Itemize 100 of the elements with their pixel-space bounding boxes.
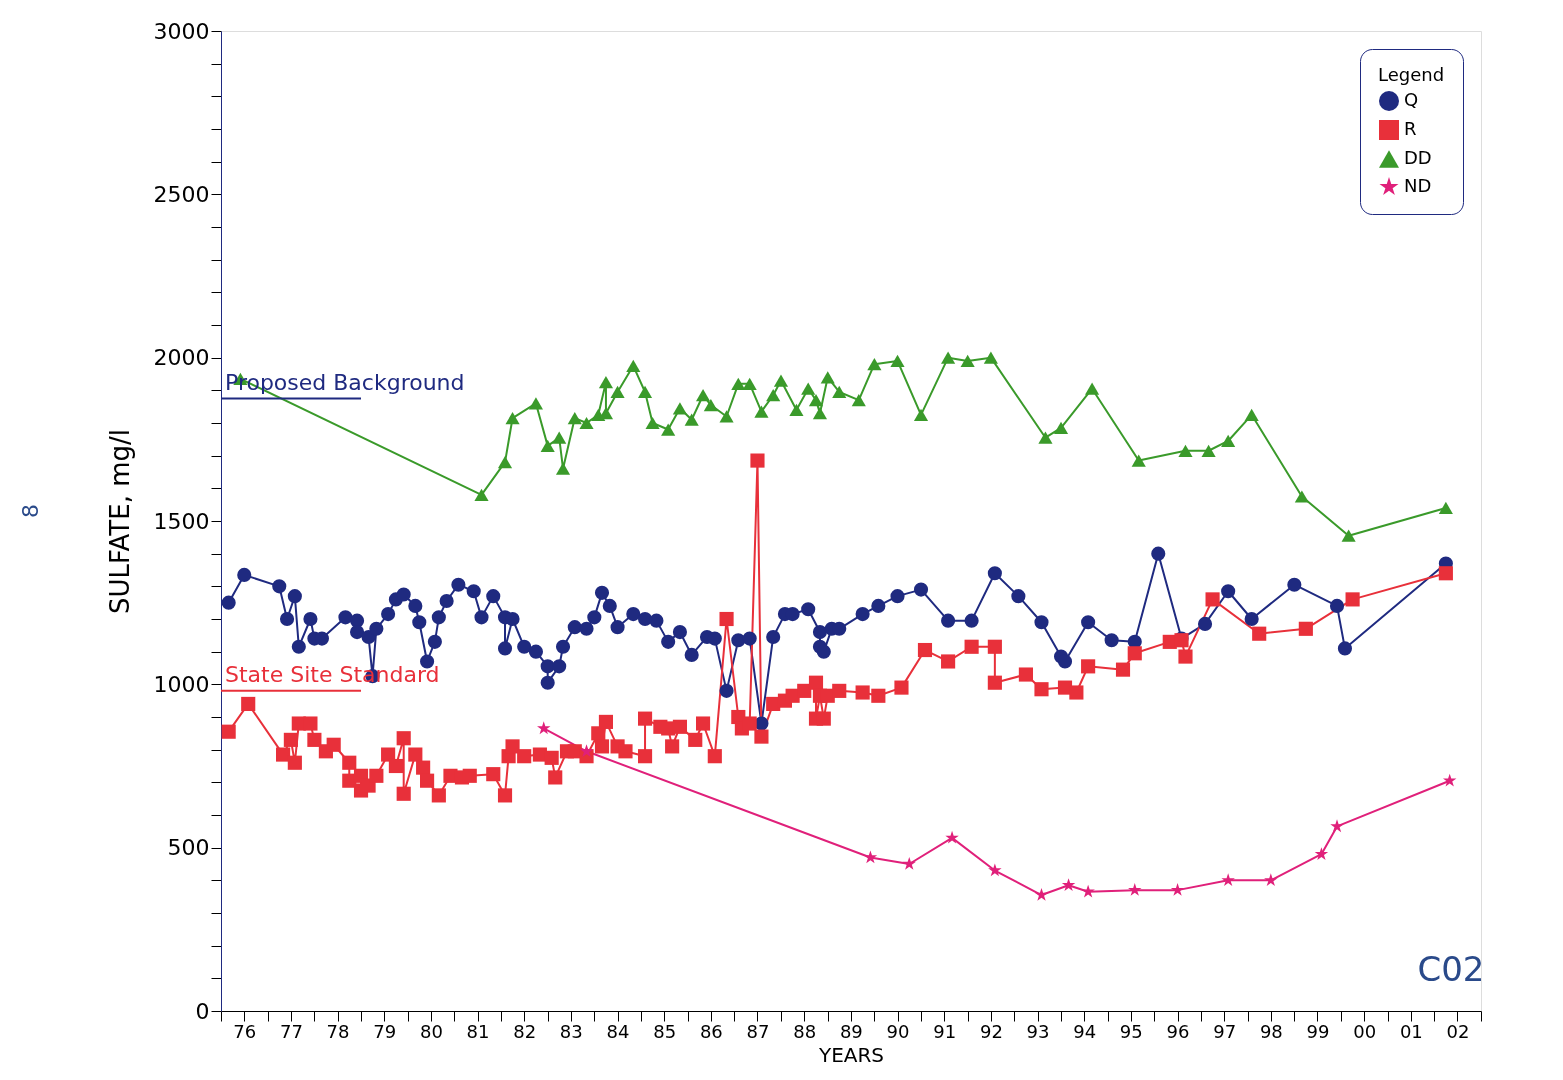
x-tick-label: 99 — [1306, 1020, 1330, 1042]
point — [1221, 873, 1235, 887]
point — [832, 385, 847, 399]
point — [540, 439, 555, 452]
point — [1131, 454, 1146, 467]
point — [773, 374, 789, 387]
point — [812, 407, 828, 420]
point — [1294, 490, 1309, 503]
point — [579, 416, 594, 430]
x-tick-label: 84 — [606, 1020, 630, 1042]
x-tick-label: 94 — [1073, 1020, 1097, 1042]
legend-label: ND — [1404, 175, 1432, 196]
point — [505, 411, 520, 425]
annotation: C02 — [1417, 949, 1485, 989]
point — [1085, 382, 1100, 395]
point — [1341, 529, 1356, 542]
point — [555, 462, 571, 475]
x-tick-label: 82 — [513, 1020, 537, 1042]
point — [1128, 883, 1142, 896]
x-tick-label: 92 — [979, 1020, 1003, 1042]
x-tick-label: 97 — [1213, 1020, 1237, 1042]
point — [1053, 421, 1069, 435]
point — [731, 377, 746, 390]
x-tick-label: 89 — [839, 1020, 863, 1042]
x-tick-label: 77 — [279, 1020, 303, 1042]
point — [552, 431, 567, 444]
point — [1264, 873, 1278, 887]
point — [941, 351, 956, 364]
point — [579, 744, 594, 758]
x-tick-label: 91 — [933, 1020, 957, 1042]
point — [801, 382, 816, 395]
point — [528, 397, 544, 410]
legend-label: R — [1404, 118, 1417, 139]
x-tick-label: 95 — [1119, 1020, 1143, 1042]
point — [983, 351, 998, 364]
x-tick-label: 96 — [1166, 1020, 1190, 1042]
point — [1330, 819, 1344, 833]
y-axis-title: SULFATE, mg/l — [104, 428, 135, 615]
x-tick-label: 01 — [1399, 1020, 1423, 1042]
point — [626, 359, 641, 372]
y-tick-label: 2500 — [153, 181, 210, 207]
x-tick-label: 86 — [699, 1020, 723, 1042]
point — [863, 850, 878, 864]
point — [851, 394, 866, 407]
legend-label: DD — [1404, 147, 1432, 168]
y-tick-label: 0 — [195, 998, 210, 1024]
y-tick-label: 500 — [167, 835, 210, 861]
x-tick-label: 00 — [1353, 1020, 1377, 1042]
point — [695, 389, 711, 402]
point — [567, 411, 582, 425]
y-tick-label: 1500 — [153, 508, 210, 534]
x-tick-label: 78 — [326, 1020, 350, 1042]
point — [1221, 434, 1236, 448]
point — [1201, 444, 1216, 457]
y-tick-label: 2000 — [153, 345, 210, 371]
point — [820, 371, 835, 384]
point — [474, 488, 489, 501]
x-tick-label: 81 — [466, 1020, 490, 1042]
point — [1442, 773, 1457, 787]
point — [1178, 444, 1193, 457]
point — [598, 376, 614, 389]
x-tick-label: 80 — [419, 1020, 443, 1042]
point — [703, 398, 718, 412]
point — [1038, 431, 1053, 444]
point — [789, 403, 804, 417]
point — [1034, 887, 1049, 901]
point — [766, 389, 781, 402]
point — [1438, 501, 1453, 515]
x-tick-label: 87 — [746, 1020, 770, 1042]
legend-label: Q — [1404, 89, 1419, 110]
x-tick-label: 90 — [886, 1020, 910, 1042]
point — [684, 413, 699, 426]
point — [645, 416, 660, 430]
x-tick-label: 88 — [793, 1020, 817, 1042]
point — [754, 405, 769, 418]
point — [1061, 878, 1076, 891]
point — [742, 377, 757, 390]
point — [497, 456, 513, 469]
point — [890, 354, 905, 368]
y-tick-label: 1000 — [153, 671, 210, 697]
point — [960, 354, 975, 368]
point — [1244, 408, 1259, 421]
x-tick-label: 02 — [1446, 1020, 1470, 1042]
x-tick-label: 98 — [1259, 1020, 1283, 1042]
point — [945, 830, 959, 844]
x-tick-label: 85 — [653, 1020, 677, 1042]
point — [537, 721, 551, 735]
point — [913, 408, 929, 421]
point — [610, 385, 625, 399]
x-tick-label: 76 — [233, 1020, 257, 1042]
x-tick-label: 93 — [1026, 1020, 1050, 1042]
legend-title: Legend — [1378, 64, 1445, 85]
point — [902, 856, 916, 870]
point — [1314, 847, 1329, 860]
point — [637, 385, 653, 399]
point — [719, 410, 734, 423]
y-tick-label: 3000 — [153, 18, 210, 44]
x-tick-label: 79 — [373, 1020, 397, 1042]
x-tick-label: 83 — [559, 1020, 583, 1042]
point — [1081, 884, 1095, 898]
